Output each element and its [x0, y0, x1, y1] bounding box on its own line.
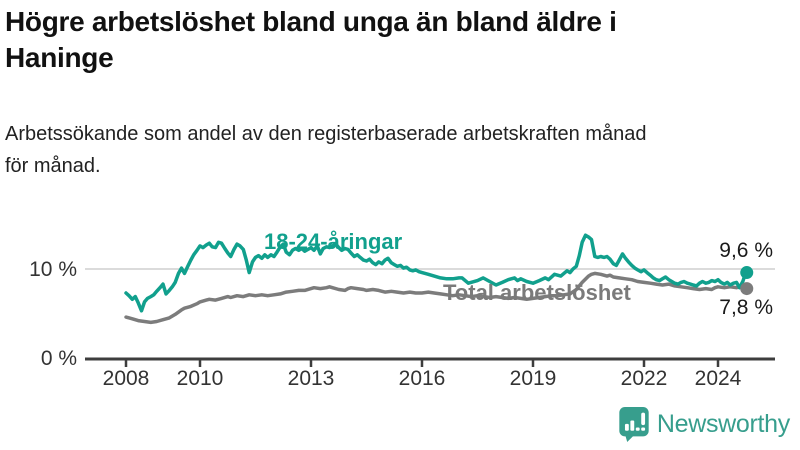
speech-bubble-tail [624, 434, 635, 442]
page-title: Högre arbetslöshet bland unga än bland ä… [5, 6, 617, 73]
series-label-total: Total arbetslöshet [443, 280, 632, 305]
x-tick-label-2024: 2024 [695, 367, 742, 390]
newsworthy-logo: Newsworthy [619, 407, 790, 442]
x-tick-label-2022: 2022 [621, 367, 668, 390]
exclamation-bar-icon [641, 412, 645, 426]
x-tick-label-2016: 2016 [399, 367, 446, 390]
series-label-youth: 18-24-åringar [264, 229, 403, 254]
series-line-total [124, 271, 748, 325]
newsworthy-logo-text: Newsworthy [656, 410, 790, 438]
end-dot-youth [740, 266, 754, 280]
y-tick-label-10pct: 10 % [29, 258, 77, 281]
bar-chart-speech-bubble-icon [619, 407, 649, 442]
exclamation-dot-icon [641, 427, 645, 431]
x-tick-label-2008: 2008 [103, 367, 150, 390]
bar-icon-dot [635, 427, 640, 431]
x-tick-label-2010: 2010 [177, 367, 224, 390]
bar-icon-small [624, 423, 629, 431]
chart-subtitle: Arbetssökande som andel av den registerb… [5, 123, 647, 178]
end-value-label-total: 7,8 % [719, 296, 773, 319]
end-dot-total [740, 282, 754, 296]
x-tick-label-2013: 2013 [288, 367, 335, 390]
x-tick-label-2019: 2019 [510, 367, 557, 390]
bar-icon-medium [630, 420, 635, 431]
y-tick-label-0pct: 0 % [41, 347, 77, 370]
series-line-youth [124, 233, 748, 313]
end-value-label-youth: 9,6 % [719, 239, 773, 262]
